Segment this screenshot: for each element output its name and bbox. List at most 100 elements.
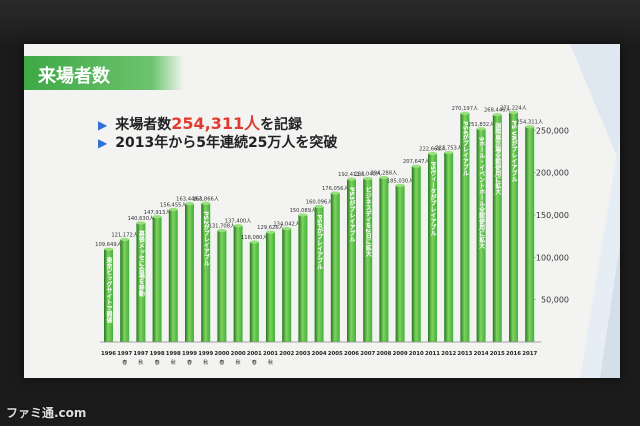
x-tick-label: 2017 bbox=[522, 351, 537, 357]
bar-15 bbox=[347, 179, 356, 342]
x-season-label: 秋 bbox=[203, 359, 208, 366]
bar-annotation: 9ホール・イベントホール全館使用に拡大 bbox=[478, 137, 486, 250]
presentation-slide: 来場者数 ▶ 来場者数254,311人を記録 ▶ 2013年から5年連続25万人を突… bbox=[24, 44, 620, 378]
x-season-label: 春 bbox=[187, 359, 192, 366]
bar-13 bbox=[314, 206, 324, 342]
x-tick-label: 2001 bbox=[247, 351, 262, 357]
bar-annotation: 東京ビッグサイトで開催 bbox=[105, 256, 112, 324]
bar-value-label: 140,630人 bbox=[128, 215, 155, 222]
bar-20 bbox=[428, 153, 437, 342]
room-background bbox=[0, 0, 640, 44]
bar-annotation: 国際展示場全館使用に拡大 bbox=[494, 122, 502, 196]
bar-value-label: 156,455人 bbox=[160, 202, 187, 209]
x-tick-label: 1996 bbox=[101, 351, 116, 357]
x-tick-label: 1998 bbox=[150, 351, 165, 357]
bullet-streak-text: 2013年から5年連続25万人を突破 bbox=[115, 135, 338, 151]
bar-1 bbox=[120, 239, 130, 342]
bar-9 bbox=[249, 242, 259, 342]
bar-4 bbox=[168, 209, 178, 342]
bar-value-label: 137,400人 bbox=[225, 218, 252, 225]
x-tick-label: 2008 bbox=[376, 351, 391, 357]
bar-value-label: 176,056人 bbox=[322, 185, 349, 192]
bar-top-14 bbox=[330, 191, 340, 195]
bar-value-label: 131,708人 bbox=[209, 222, 236, 229]
bar-top-3 bbox=[152, 215, 162, 219]
y-tick-label: 250,000 bbox=[536, 126, 569, 135]
x-tick-label: 2002 bbox=[279, 351, 294, 357]
bar-0 bbox=[104, 249, 113, 342]
x-tick-label: 2006 bbox=[344, 351, 359, 357]
bar-top-15 bbox=[347, 177, 356, 181]
bar-6 bbox=[201, 203, 211, 342]
bar-top-16 bbox=[363, 176, 373, 181]
y-tick-label: 200,000 bbox=[536, 169, 569, 178]
bullet-record-prefix: 来場者数 bbox=[115, 117, 172, 133]
bar-annotation: PS4がプレイアブル bbox=[461, 121, 468, 176]
slide-title: 来場者数 bbox=[38, 66, 110, 87]
x-season-label: 秋 bbox=[236, 359, 241, 366]
bar-value-label: 121,172人 bbox=[111, 231, 138, 238]
bar-value-label: 251,832人 bbox=[468, 121, 495, 128]
bar-top-22 bbox=[460, 111, 470, 115]
bar-top-7 bbox=[217, 228, 227, 233]
bar-top-5 bbox=[185, 202, 194, 206]
bar-value-label: 268,446人 bbox=[484, 107, 511, 114]
bar-top-9 bbox=[249, 240, 259, 244]
bullet-record-suffix: を記録 bbox=[260, 117, 303, 133]
x-season-label: 春 bbox=[122, 359, 127, 366]
bar-top-26 bbox=[525, 125, 535, 129]
bar-value-label: 193,040人 bbox=[354, 171, 381, 178]
bar-annotation: PSPがプレイアブル bbox=[316, 214, 323, 269]
bar-annotation: PSヴィータがプレイアブル bbox=[429, 161, 436, 236]
bar-top-1 bbox=[120, 237, 130, 242]
bar-top-24 bbox=[492, 113, 502, 117]
x-tick-label: 1997 bbox=[117, 351, 132, 357]
x-season-label: 春 bbox=[252, 359, 257, 366]
bar-top-6 bbox=[201, 201, 211, 205]
y-tick-label: 50,000 bbox=[541, 296, 569, 305]
bar-8 bbox=[233, 225, 243, 342]
bar-annotation: PS2がプレイアブル bbox=[202, 211, 209, 266]
bullet-record-highlight: 254,311人 bbox=[171, 114, 261, 133]
bar-11 bbox=[282, 228, 292, 342]
bar-value-label: 134,042人 bbox=[273, 221, 300, 228]
bar-top-0 bbox=[104, 247, 113, 251]
bar-24 bbox=[492, 114, 502, 342]
x-tick-label: 1999 bbox=[182, 351, 197, 357]
slide-decoration bbox=[570, 44, 620, 378]
bar-top-13 bbox=[314, 204, 324, 209]
x-tick-label: 2014 bbox=[474, 351, 489, 357]
x-tick-label: 2007 bbox=[360, 351, 375, 357]
x-season-label: 春 bbox=[219, 359, 224, 366]
bullet-mark-icon: ▶ bbox=[98, 118, 108, 132]
x-tick-label: 1998 bbox=[166, 351, 181, 357]
bullet-mark-icon: ▶ bbox=[98, 136, 108, 150]
x-tick-label: 2003 bbox=[295, 351, 310, 357]
bar-2 bbox=[136, 222, 146, 342]
bar-value-label: 160,096人 bbox=[306, 198, 333, 205]
x-tick-label: 2013 bbox=[457, 351, 472, 357]
bar-value-label: 222,668人 bbox=[419, 145, 446, 152]
bar-annotation: ビジネスデイを2日に拡大 bbox=[364, 186, 371, 258]
bar-10 bbox=[266, 232, 275, 342]
bar-top-17 bbox=[379, 175, 389, 180]
bar-16 bbox=[363, 178, 373, 342]
bar-annotation: PS3がプレイアブル bbox=[348, 187, 355, 242]
x-tick-label: 2016 bbox=[506, 351, 521, 357]
bar-top-18 bbox=[395, 183, 405, 187]
bar-value-label: 109,649人 bbox=[95, 241, 122, 248]
bar-25 bbox=[509, 112, 518, 342]
slide-title-bar bbox=[24, 56, 184, 90]
bar-value-label: 147,913人 bbox=[144, 209, 171, 216]
attendance-bar-chart: 50,000 100,000 150,000 200,000 250,000 109,64… bbox=[95, 104, 569, 366]
bar-7 bbox=[217, 230, 227, 342]
bar-22 bbox=[460, 113, 470, 342]
x-tick-label: 2010 bbox=[409, 351, 424, 357]
bar-value-label: 192,411人 bbox=[338, 171, 365, 178]
bar-14 bbox=[330, 192, 340, 342]
bar-value-label: 129,626人 bbox=[257, 224, 284, 231]
bar-top-25 bbox=[509, 110, 518, 114]
y-tick-label: 150,000 bbox=[536, 211, 569, 220]
bar-value-label: 270,197人 bbox=[452, 105, 479, 112]
bar-value-label: 163,866人 bbox=[192, 195, 219, 202]
